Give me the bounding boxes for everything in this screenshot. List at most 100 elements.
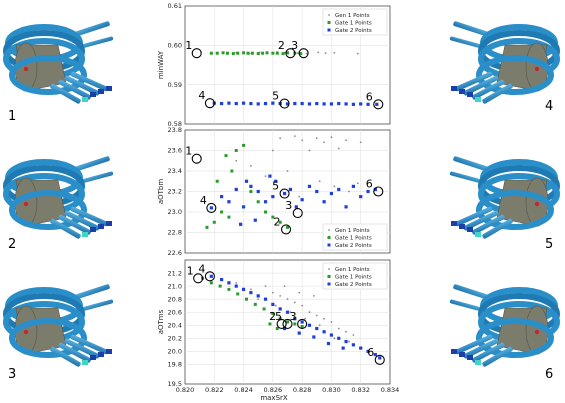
callout-label: 5	[272, 90, 279, 103]
callout-label: 6	[367, 346, 374, 359]
side-label-1: 1	[8, 109, 16, 124]
point-gate2	[307, 184, 312, 188]
point-gen1	[286, 170, 289, 172]
y-tick-label: 0.59	[168, 81, 182, 89]
legend-marker	[327, 282, 331, 286]
point-gen1	[298, 195, 301, 198]
point-gen1	[279, 137, 282, 140]
callout-ring	[191, 48, 202, 59]
callout-label: 5	[275, 310, 282, 323]
point-gate2	[241, 287, 246, 291]
callout-label: 3	[285, 199, 292, 212]
point-gate1	[230, 169, 234, 173]
legend-box	[322, 223, 388, 251]
point-gate1	[265, 51, 269, 55]
point-gen1	[323, 141, 326, 144]
device-render-1	[6, 21, 114, 105]
point-gate1	[299, 52, 303, 56]
point-gate1	[275, 51, 279, 55]
legend-marker	[327, 243, 331, 247]
point-gate2	[337, 101, 341, 106]
point-gate1	[205, 225, 209, 229]
point-gate2	[234, 101, 238, 106]
point-gate1	[261, 51, 265, 55]
point-gate2	[375, 102, 379, 106]
point-gate1	[234, 149, 238, 152]
point-gen1	[235, 281, 238, 284]
x-axis-label: maxSrX	[260, 394, 288, 402]
point-gate2	[256, 189, 260, 194]
callout-ring	[374, 354, 385, 365]
point-gate2	[253, 218, 257, 222]
point-gate2	[220, 101, 224, 106]
point-gen1	[286, 298, 289, 301]
y-tick-label: 20.8	[168, 295, 182, 303]
side-label-4: 4	[545, 99, 553, 114]
point-gate2	[241, 205, 246, 209]
point-gate1	[209, 51, 213, 55]
point-gate2	[227, 101, 231, 105]
legend-entry: Gate 1 Points	[335, 236, 372, 242]
point-gate2	[239, 222, 243, 226]
point-gate2	[341, 346, 345, 350]
device-render-6	[449, 284, 557, 368]
point-gate1	[227, 287, 231, 291]
point-gate2	[271, 101, 275, 105]
callout-label: 4	[198, 262, 205, 275]
side-label-3: 3	[8, 367, 16, 382]
point-gen1	[249, 164, 252, 167]
legend-marker	[328, 268, 330, 270]
point-gate2	[312, 335, 316, 339]
legend-entry: Gate 1 Points	[335, 21, 372, 27]
point-gen1	[279, 294, 282, 297]
point-gate2	[366, 102, 370, 106]
point-gate2	[268, 174, 272, 178]
point-gate1	[286, 320, 289, 324]
callout-label: 1	[187, 264, 194, 277]
right-devices	[449, 21, 557, 368]
point-gen1	[257, 298, 260, 301]
side-label-2: 2	[8, 237, 16, 252]
point-gate2	[263, 200, 268, 204]
point-gate1	[271, 51, 275, 55]
point-gen1	[315, 137, 318, 140]
y-tick-label: 21.2	[168, 269, 182, 277]
point-gen1	[283, 285, 286, 288]
point-gen1	[293, 301, 296, 304]
callout-ring	[280, 224, 292, 235]
point-gate1	[256, 200, 260, 204]
point-gate2	[293, 317, 297, 321]
point-gate1	[242, 51, 246, 55]
point-gate2	[278, 307, 282, 311]
point-gate2	[344, 339, 348, 344]
point-gate1	[227, 215, 231, 219]
point-gen1	[304, 317, 306, 320]
point-gate2	[344, 102, 348, 106]
device-render-3	[6, 284, 114, 368]
point-gen1	[337, 147, 340, 150]
callout-ring	[282, 318, 293, 330]
point-gen1	[264, 285, 267, 288]
point-gate2	[366, 189, 370, 194]
point-gate2	[344, 205, 348, 209]
y-tick-label: 20.0	[168, 348, 182, 356]
point-gate2	[351, 184, 355, 188]
point-gen1	[348, 190, 350, 193]
point-gate1	[231, 52, 235, 56]
point-gate1	[286, 225, 289, 229]
point-gate2	[366, 349, 370, 353]
point-gate2	[271, 195, 275, 199]
callout-ring	[276, 318, 287, 330]
point-gen1	[301, 139, 304, 142]
point-gen1	[274, 304, 277, 307]
callout-ring	[191, 153, 202, 164]
x-tick-label: 0.820	[176, 386, 195, 394]
point-gate1	[212, 220, 216, 224]
y-tick-label: 23.6	[168, 147, 182, 155]
point-gen1	[249, 288, 252, 291]
point-gate1	[262, 307, 266, 311]
point-gate2	[359, 102, 363, 106]
x-tick-label: 0.834	[381, 386, 400, 394]
legend-box	[322, 262, 388, 290]
point-gen1	[345, 139, 347, 142]
